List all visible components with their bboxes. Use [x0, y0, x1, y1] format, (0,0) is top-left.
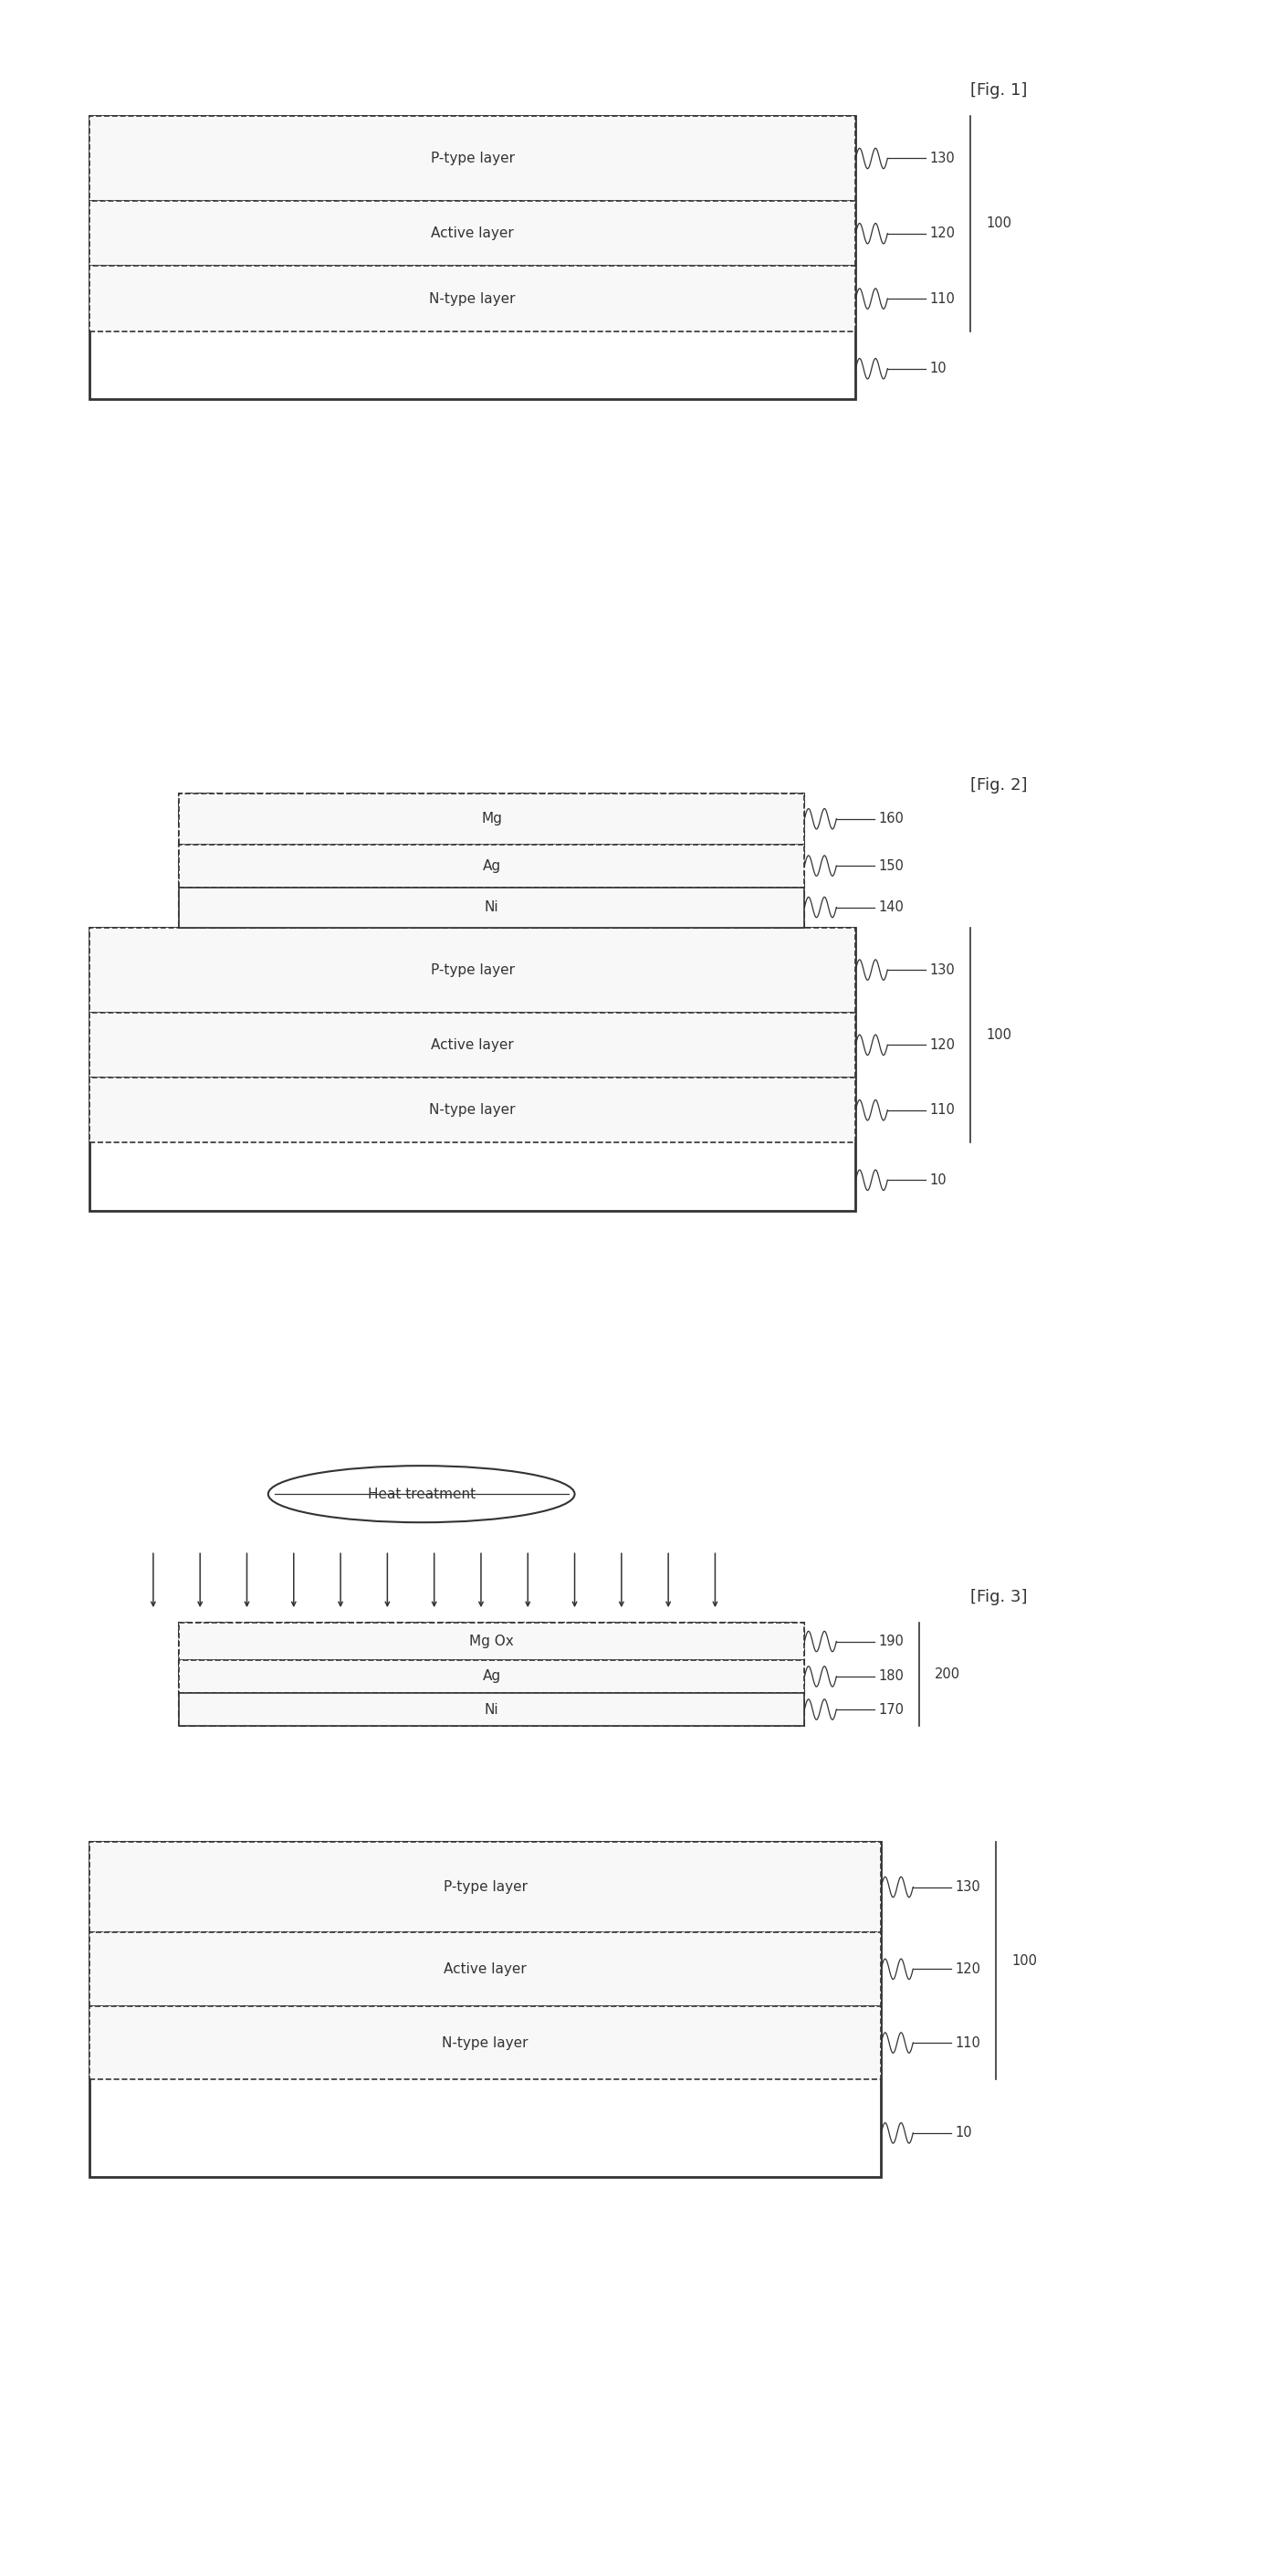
Bar — [179, 793, 805, 845]
Bar — [89, 116, 856, 399]
Bar — [179, 793, 805, 927]
Text: N-type layer: N-type layer — [429, 291, 516, 307]
Bar — [89, 116, 856, 201]
Text: 130: 130 — [930, 152, 955, 165]
Text: 190: 190 — [879, 1636, 904, 1649]
Bar — [89, 1077, 856, 1144]
Text: 130: 130 — [955, 1880, 981, 1893]
Text: N-type layer: N-type layer — [442, 2035, 529, 2050]
Text: Mg Ox: Mg Ox — [470, 1636, 513, 1649]
Text: Active layer: Active layer — [444, 1963, 526, 1976]
Bar — [89, 2007, 881, 2079]
Bar — [179, 1659, 805, 1692]
Text: 10: 10 — [955, 2125, 972, 2141]
Ellipse shape — [268, 1466, 575, 1522]
Text: 110: 110 — [930, 291, 955, 307]
Bar — [89, 201, 856, 265]
Text: 120: 120 — [930, 1038, 955, 1051]
Text: 130: 130 — [930, 963, 955, 976]
Text: 150: 150 — [879, 858, 904, 873]
Text: Ni: Ni — [484, 1703, 499, 1716]
Bar — [89, 1932, 881, 2007]
Text: 10: 10 — [930, 361, 946, 376]
Text: 100: 100 — [986, 1028, 1011, 1041]
Bar — [89, 927, 856, 1211]
Text: 110: 110 — [930, 1103, 955, 1118]
Text: 120: 120 — [955, 1963, 981, 1976]
Text: 180: 180 — [879, 1669, 904, 1682]
Bar — [179, 886, 805, 927]
Bar — [89, 1012, 856, 1077]
Text: [Fig. 1]: [Fig. 1] — [971, 82, 1028, 98]
Bar — [179, 1623, 805, 1659]
Bar — [179, 1623, 805, 1726]
Text: 100: 100 — [986, 216, 1011, 229]
Bar — [89, 1842, 881, 1932]
Text: P-type layer: P-type layer — [430, 152, 515, 165]
Text: 110: 110 — [955, 2035, 981, 2050]
Text: Mg: Mg — [481, 811, 502, 827]
Bar — [89, 265, 856, 332]
Text: 170: 170 — [879, 1703, 904, 1716]
Text: N-type layer: N-type layer — [429, 1103, 516, 1118]
Text: Ni: Ni — [484, 902, 499, 914]
Bar — [89, 1842, 881, 2177]
Bar — [89, 927, 856, 1012]
Text: Heat treatment: Heat treatment — [368, 1486, 475, 1502]
Text: 120: 120 — [930, 227, 955, 240]
Text: Active layer: Active layer — [432, 227, 513, 240]
Text: 10: 10 — [930, 1172, 946, 1188]
Text: 140: 140 — [879, 902, 904, 914]
Bar — [179, 845, 805, 886]
Text: P-type layer: P-type layer — [430, 963, 515, 976]
Text: [Fig. 3]: [Fig. 3] — [971, 1589, 1028, 1605]
Text: 160: 160 — [879, 811, 904, 827]
Text: [Fig. 2]: [Fig. 2] — [971, 778, 1028, 793]
Text: P-type layer: P-type layer — [443, 1880, 527, 1893]
Bar — [179, 1692, 805, 1726]
Text: Ag: Ag — [483, 858, 501, 873]
Text: Ag: Ag — [483, 1669, 501, 1682]
Text: Active layer: Active layer — [432, 1038, 513, 1051]
Text: 200: 200 — [935, 1667, 960, 1682]
Text: 100: 100 — [1011, 1953, 1037, 1968]
